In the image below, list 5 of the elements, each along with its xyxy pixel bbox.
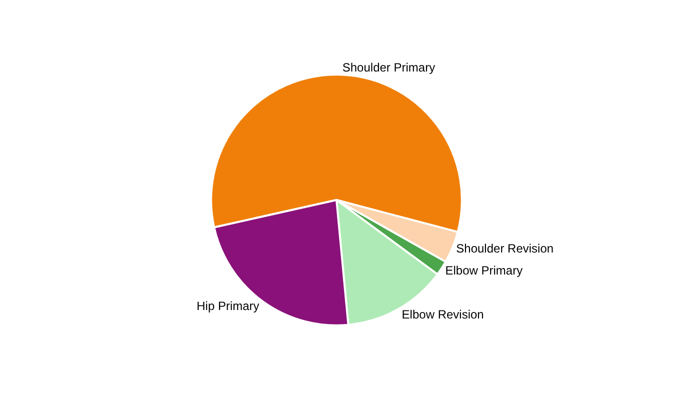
slice-label: Shoulder Revision — [456, 241, 554, 256]
slice-label: Elbow Primary — [445, 263, 523, 278]
slice-label: Shoulder Primary — [342, 60, 436, 75]
slice-label: Elbow Revision — [402, 307, 484, 322]
slice-label: Hip Primary — [196, 299, 260, 314]
